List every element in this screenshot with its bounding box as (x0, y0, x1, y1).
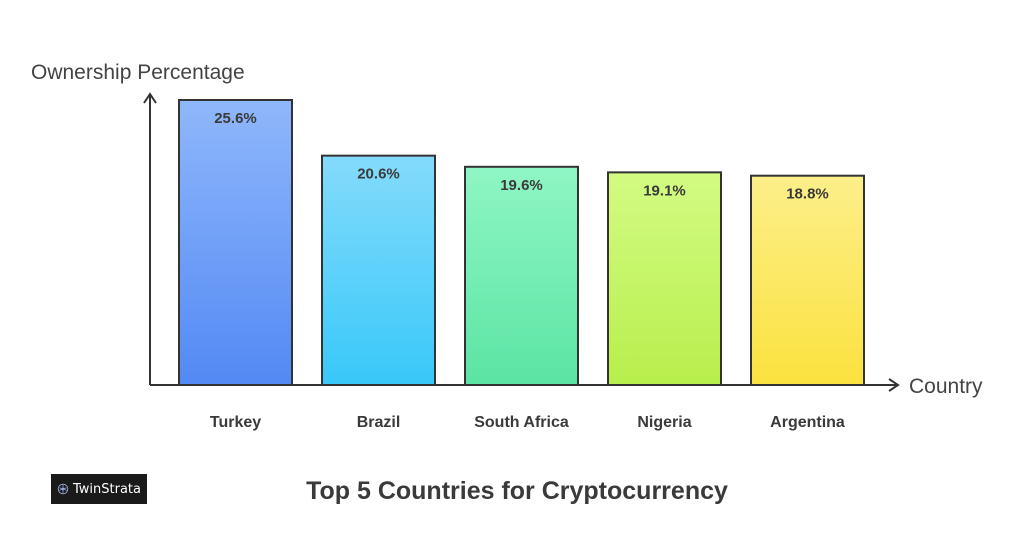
bar-brazil (321, 154, 436, 386)
bar-argentina (750, 174, 865, 386)
leaf-emblem-icon (57, 483, 69, 495)
y-axis-label: Ownership Percentage (31, 61, 245, 84)
chart-title: Top 5 Countries for Cryptocurrency (306, 477, 728, 505)
data-label: 18.8% (786, 186, 829, 203)
data-label: 20.6% (357, 166, 400, 183)
data-label: 25.6% (214, 110, 257, 127)
bars-group: 25.6% Turkey 20.6% Brazil 19.6% South Africa 1… (178, 99, 865, 431)
category-label: South Africa (474, 414, 569, 431)
category-label: Argentina (770, 414, 845, 431)
logo-text: TwinStrata (73, 481, 141, 497)
data-label: 19.1% (643, 182, 686, 199)
brand-logo: TwinStrata (51, 474, 147, 504)
category-label: Brazil (357, 414, 401, 431)
x-axis-arrow (888, 378, 900, 392)
data-label: 19.6% (500, 177, 543, 194)
bar-nigeria (607, 171, 722, 386)
bar-south-africa (464, 165, 579, 386)
y-axis-arrow (143, 92, 157, 104)
bar-turkey (178, 99, 293, 386)
x-axis-label: Country (909, 375, 983, 398)
category-label: Turkey (210, 414, 261, 431)
category-label: Nigeria (637, 414, 691, 431)
